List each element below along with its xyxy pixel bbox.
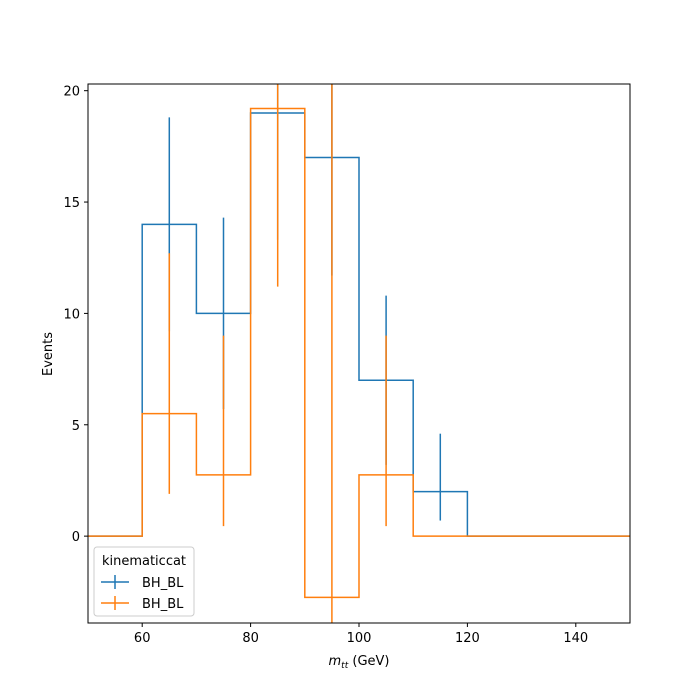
x-tick-label: 80 [242,631,259,646]
legend-box [93,546,195,617]
x-axis-label-unit: (GeV) [348,654,389,669]
x-axis: 60 80 100 120 140 [134,623,588,646]
y-tick-label: 20 [63,85,80,100]
y-axis-label: Events [41,332,56,376]
y-axis: 0 5 10 15 20 [63,85,88,545]
y-tick-label: 0 [72,530,80,545]
x-tick-label: 120 [455,631,480,646]
y-tick-label: 10 [63,307,80,322]
x-axis-label-subscript: tt [341,661,349,671]
series-2-step-line [88,107,630,599]
legend[interactable]: kinematiccat BH_BL BH_BL [93,546,195,617]
legend-title: kinematiccat [102,554,186,569]
x-tick-label: 60 [134,631,151,646]
y-tick-label: 5 [72,419,80,434]
series-layer [88,84,630,623]
x-tick-label: 140 [563,631,588,646]
y-tick-label: 15 [63,196,80,211]
x-tick-label: 100 [347,631,372,646]
legend-entry-label: BH_BL [142,597,184,612]
x-axis-label-math: m [329,654,342,669]
legend-entry-label: BH_BL [142,576,184,591]
x-axis-label: mtt (GeV) [329,654,390,671]
